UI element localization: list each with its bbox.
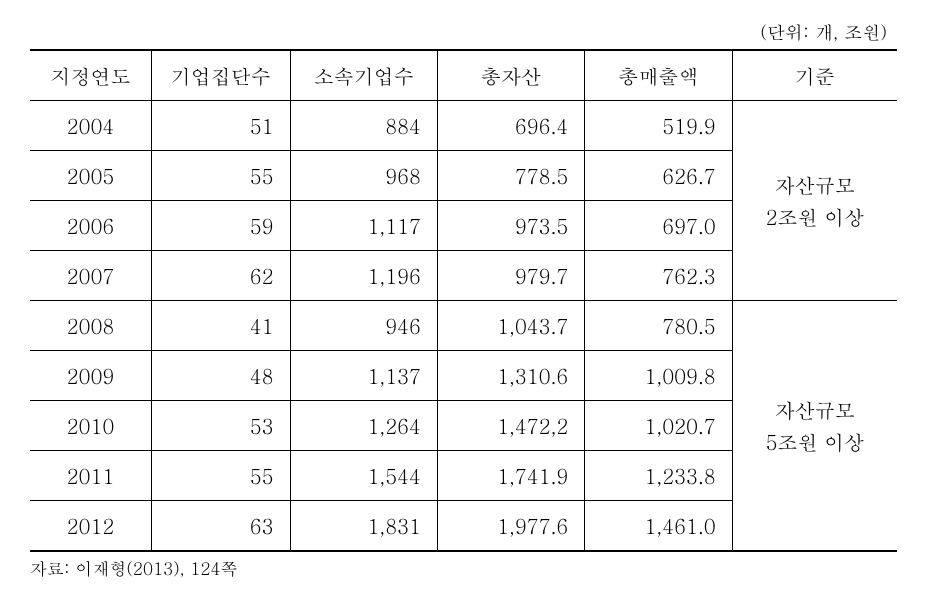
criteria-line2: 5조원 이상: [766, 427, 865, 456]
cell-sales: 780.5: [585, 301, 732, 351]
table-body: 2004 51 884 696.4 519.9 자산규모 2조원 이상 2005…: [30, 101, 897, 552]
header-sales: 총매출액: [585, 50, 732, 101]
cell-groups: 53: [151, 401, 290, 451]
header-firms: 소속기업수: [290, 50, 437, 101]
cell-firms: 1,117: [290, 201, 437, 251]
table-row: 2008 41 946 1,043.7 780.5 자산규모 5조원 이상: [30, 301, 897, 351]
cell-assets: 696.4: [437, 101, 584, 151]
cell-assets: 979.7: [437, 251, 584, 301]
criteria-cell-2: 자산규모 5조원 이상: [732, 301, 897, 552]
cell-firms: 946: [290, 301, 437, 351]
cell-groups: 51: [151, 101, 290, 151]
cell-groups: 41: [151, 301, 290, 351]
cell-assets: 1,977.6: [437, 501, 584, 552]
cell-assets: 1,310.6: [437, 351, 584, 401]
cell-assets: 1,472,2: [437, 401, 584, 451]
table-row: 2004 51 884 696.4 519.9 자산규모 2조원 이상: [30, 101, 897, 151]
unit-label: (단위: 개, 조원): [30, 20, 897, 45]
data-table: 지정연도 기업집단수 소속기업수 총자산 총매출액 기준 2004 51 884…: [30, 49, 897, 552]
cell-sales: 1,020.7: [585, 401, 732, 451]
cell-sales: 1,233.8: [585, 451, 732, 501]
criteria-cell-1: 자산규모 2조원 이상: [732, 101, 897, 301]
header-year: 지정연도: [30, 50, 151, 101]
cell-firms: 1,544: [290, 451, 437, 501]
cell-sales: 1,461.0: [585, 501, 732, 552]
cell-firms: 1,137: [290, 351, 437, 401]
cell-firms: 968: [290, 151, 437, 201]
cell-sales: 519.9: [585, 101, 732, 151]
cell-year: 2005: [30, 151, 151, 201]
cell-sales: 1,009.8: [585, 351, 732, 401]
cell-year: 2012: [30, 501, 151, 552]
cell-groups: 48: [151, 351, 290, 401]
cell-year: 2008: [30, 301, 151, 351]
cell-assets: 1,043.7: [437, 301, 584, 351]
cell-firms: 1,264: [290, 401, 437, 451]
cell-firms: 884: [290, 101, 437, 151]
header-row: 지정연도 기업집단수 소속기업수 총자산 총매출액 기준: [30, 50, 897, 101]
cell-assets: 778.5: [437, 151, 584, 201]
cell-year: 2004: [30, 101, 151, 151]
cell-sales: 762.3: [585, 251, 732, 301]
cell-year: 2006: [30, 201, 151, 251]
cell-year: 2007: [30, 251, 151, 301]
cell-sales: 626.7: [585, 151, 732, 201]
cell-assets: 1,741.9: [437, 451, 584, 501]
criteria-line2: 2조원 이상: [766, 202, 865, 231]
cell-assets: 973.5: [437, 201, 584, 251]
cell-groups: 63: [151, 501, 290, 552]
header-criteria: 기준: [732, 50, 897, 101]
criteria-line1: 자산규모: [775, 170, 855, 199]
cell-firms: 1,831: [290, 501, 437, 552]
cell-year: 2010: [30, 401, 151, 451]
cell-year: 2011: [30, 451, 151, 501]
header-assets: 총자산: [437, 50, 584, 101]
cell-firms: 1,196: [290, 251, 437, 301]
cell-groups: 55: [151, 451, 290, 501]
cell-year: 2009: [30, 351, 151, 401]
criteria-line1: 자산규모: [775, 395, 855, 424]
header-groups: 기업집단수: [151, 50, 290, 101]
cell-sales: 697.0: [585, 201, 732, 251]
cell-groups: 55: [151, 151, 290, 201]
cell-groups: 62: [151, 251, 290, 301]
cell-groups: 59: [151, 201, 290, 251]
source-label: 자료: 이재형(2013), 124쪽: [30, 556, 897, 580]
